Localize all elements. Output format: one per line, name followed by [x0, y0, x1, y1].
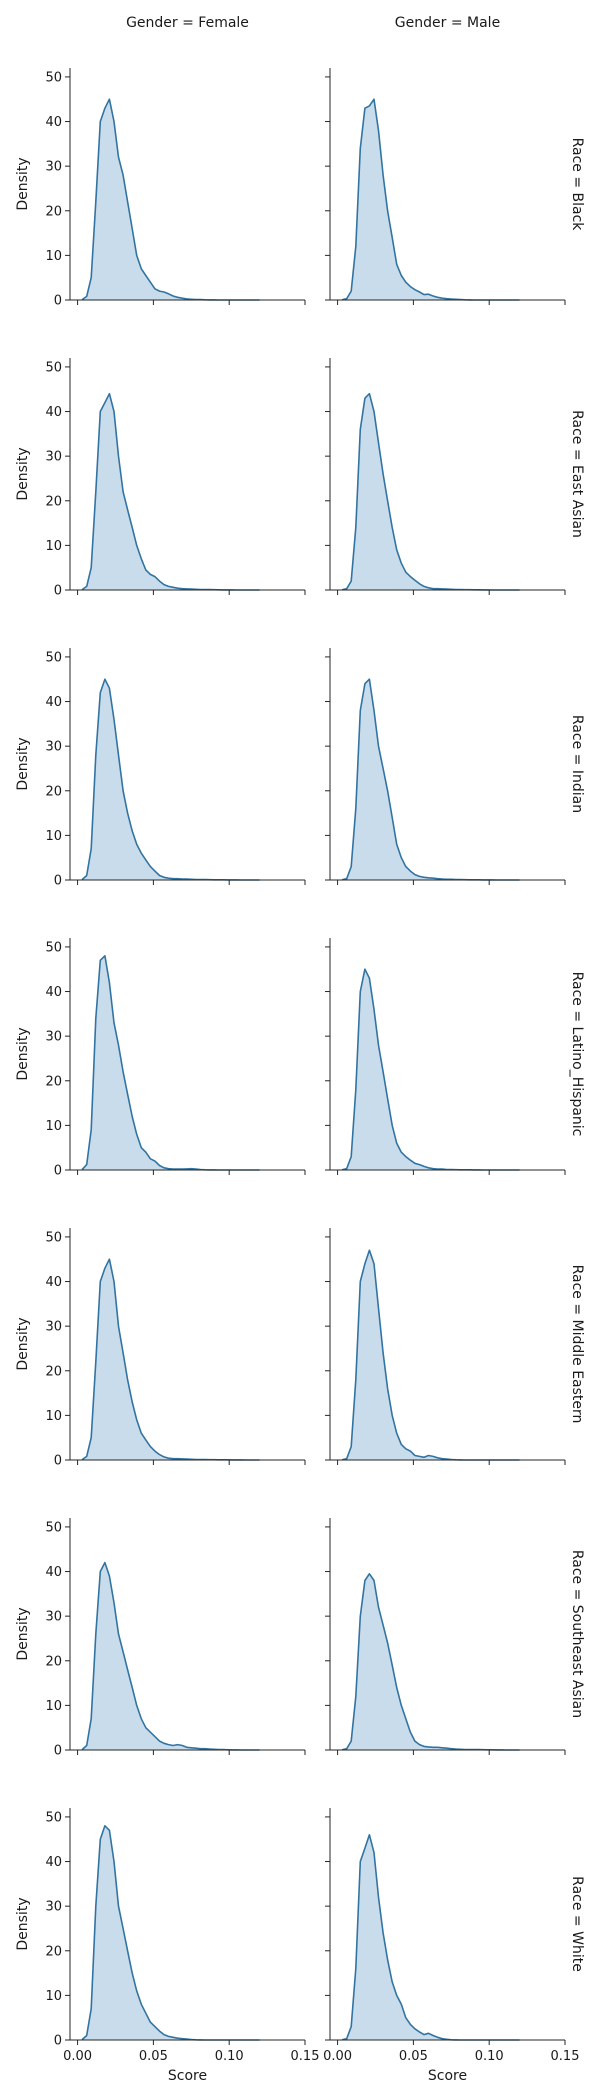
x-tick-label: 0.05 [399, 2049, 428, 2064]
y-axis-title: Density [15, 157, 31, 210]
row-title: Race = Black [569, 138, 585, 232]
x-tick-label: 0.10 [475, 2049, 504, 2064]
y-tick-label: 10 [45, 1699, 62, 1714]
y-tick-label: 30 [45, 1610, 62, 1625]
facet-panel: 0 10 20 30 40 50 Density [15, 648, 306, 889]
density-area [342, 969, 520, 1170]
y-tick-label: 50 [45, 1810, 62, 1825]
y-tick-label: 20 [45, 1944, 62, 1959]
y-tick-label: 40 [45, 1275, 62, 1290]
row-title: Race = Southeast Asian [569, 1550, 585, 1718]
y-tick-label: 50 [45, 1230, 62, 1245]
facet-panel: 0.00 0.05 0.10 0.15 Score Race = White [323, 1808, 585, 2084]
y-tick-label: 20 [45, 494, 62, 509]
y-axis-title: Density [15, 1027, 31, 1080]
row-title: Race = Indian [569, 715, 585, 813]
y-tick-label: 0 [54, 294, 62, 309]
facet-panel: Race = East Asian [325, 358, 585, 595]
density-area [82, 1825, 260, 2040]
y-tick-label: 0 [54, 1454, 62, 1469]
y-tick-label: 20 [45, 1074, 62, 1089]
x-axis-title: Score [168, 2068, 207, 2084]
y-tick-label: 40 [45, 1565, 62, 1580]
density-area [342, 679, 520, 880]
y-tick-label: 30 [45, 1320, 62, 1335]
y-axis-title: Density [15, 1317, 31, 1370]
y-tick-label: 40 [45, 405, 62, 420]
y-tick-label: 40 [45, 695, 62, 710]
y-tick-label: 50 [45, 70, 62, 85]
density-area [342, 1834, 520, 2040]
x-tick-label: 0.15 [291, 2049, 320, 2064]
x-tick-label: 0.15 [551, 2049, 580, 2064]
facet-panel: Race = Southeast Asian [325, 1518, 585, 1755]
y-tick-label: 20 [45, 1654, 62, 1669]
y-tick-label: 50 [45, 650, 62, 665]
y-tick-label: 10 [45, 1409, 62, 1424]
density-area [342, 1573, 520, 1750]
facet-panel: 0 10 20 30 40 50 Density [15, 938, 306, 1179]
facet-panel: 0 10 20 30 40 50 Density [15, 1228, 306, 1469]
x-tick-label: 0.00 [323, 2049, 352, 2064]
facet-panel: Race = Latino_Hispanic [325, 938, 585, 1175]
row-title: Race = East Asian [569, 410, 585, 538]
y-tick-label: 30 [45, 740, 62, 755]
y-tick-label: 0 [54, 874, 62, 889]
y-tick-label: 30 [45, 1900, 62, 1915]
density-area [342, 393, 520, 590]
y-tick-label: 20 [45, 204, 62, 219]
y-tick-label: 30 [45, 450, 62, 465]
y-tick-label: 10 [45, 249, 62, 264]
x-tick-label: 0.05 [139, 2049, 168, 2064]
row-title: Race = White [569, 1876, 585, 1972]
y-tick-label: 0 [54, 1744, 62, 1759]
column-title: Gender = Male [395, 15, 500, 31]
y-tick-label: 0 [54, 584, 62, 599]
y-tick-label: 10 [45, 1989, 62, 2004]
x-tick-label: 0.10 [215, 2049, 244, 2064]
y-tick-label: 0 [54, 2034, 62, 2049]
density-area [82, 1259, 260, 1460]
density-area [82, 393, 260, 590]
facet-panel: 0 10 20 30 40 50 Density [15, 1518, 306, 1759]
density-area [342, 99, 520, 300]
y-tick-label: 40 [45, 1855, 62, 1870]
y-tick-label: 40 [45, 115, 62, 130]
y-axis-title: Density [15, 447, 31, 500]
y-tick-label: 50 [45, 360, 62, 375]
row-title: Race = Middle Eastern [569, 1265, 585, 1424]
facet-panel: 0 10 20 30 40 50 0.00 0.05 0.10 0.15 Density Score [15, 1808, 319, 2084]
column-title: Gender = Female [126, 15, 249, 31]
x-tick-label: 0.00 [63, 2049, 92, 2064]
density-area [82, 955, 260, 1170]
y-tick-label: 50 [45, 1520, 62, 1535]
density-area [82, 679, 260, 880]
density-area [82, 1562, 260, 1750]
y-tick-label: 30 [45, 1030, 62, 1045]
density-area [82, 99, 260, 300]
y-tick-label: 0 [54, 1164, 62, 1179]
y-tick-label: 10 [45, 539, 62, 554]
facet-panel: Race = Indian [325, 648, 585, 885]
facet-panel: 0 10 20 30 40 50 Density [15, 358, 306, 599]
density-area [342, 1250, 520, 1460]
facet-panel: Race = Middle Eastern [325, 1228, 585, 1465]
row-title: Race = Latino_Hispanic [569, 972, 585, 1137]
y-axis-title: Density [15, 1897, 31, 1950]
y-tick-label: 40 [45, 985, 62, 1000]
y-axis-title: Density [15, 737, 31, 790]
facet-panel: Race = Black [325, 68, 585, 305]
x-axis-title: Score [428, 2068, 467, 2084]
y-tick-label: 10 [45, 829, 62, 844]
y-tick-label: 30 [45, 160, 62, 175]
y-tick-label: 10 [45, 1119, 62, 1134]
y-tick-label: 50 [45, 940, 62, 955]
y-axis-title: Density [15, 1607, 31, 1660]
facet-panel: 0 10 20 30 40 50 Density [15, 68, 306, 309]
y-tick-label: 20 [45, 784, 62, 799]
y-tick-label: 20 [45, 1364, 62, 1379]
